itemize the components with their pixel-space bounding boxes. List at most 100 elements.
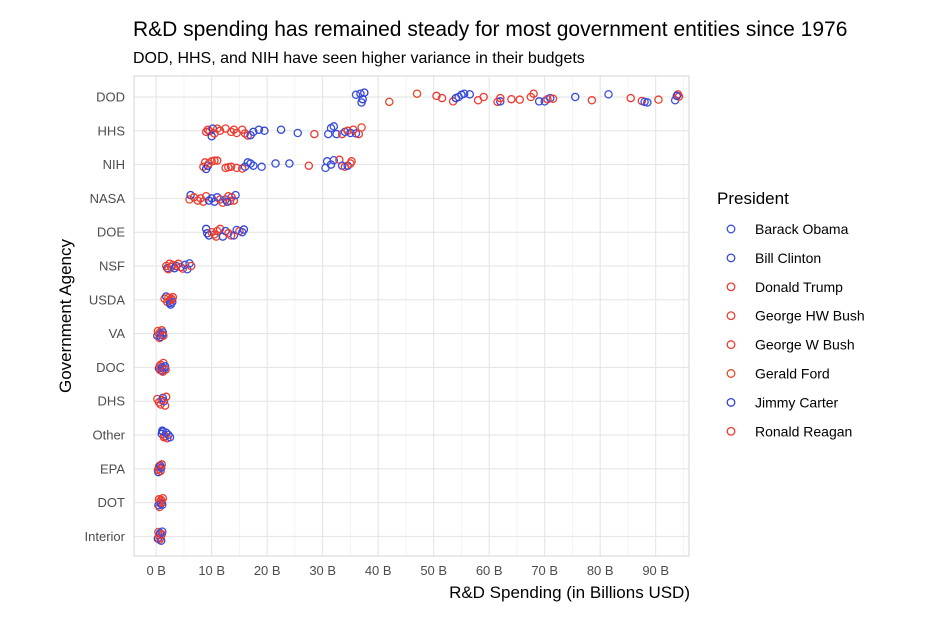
data-point xyxy=(672,91,682,101)
y-tick-label: NIH xyxy=(103,157,125,172)
data-point xyxy=(496,97,505,106)
y-tick-label: NSF xyxy=(99,259,125,274)
y-tick-label: NASA xyxy=(90,191,126,206)
data-point xyxy=(329,155,339,165)
legend-label: Ronald Reagan xyxy=(755,423,852,439)
data-point xyxy=(186,261,196,271)
data-point xyxy=(412,89,422,98)
chart-subtitle: DOD, HHS, and NIH have seen higher varia… xyxy=(133,50,585,67)
data-point xyxy=(249,161,258,170)
data-point xyxy=(496,93,505,103)
data-point xyxy=(459,89,469,98)
x-axis-ticks: 0 B 10 B 20 B 30 B 40 B 50 B 60 B 70 B 80 B 90 B xyxy=(146,563,669,578)
legend-key-marker xyxy=(726,340,736,350)
data-point xyxy=(210,197,219,206)
x-tick-label: 70 B xyxy=(531,563,558,578)
data-point xyxy=(360,88,369,97)
x-tick-label: 80 B xyxy=(587,563,614,578)
data-point xyxy=(326,160,336,169)
data-point xyxy=(347,157,356,166)
data-point xyxy=(168,292,178,302)
data-point xyxy=(158,527,167,536)
data-point xyxy=(158,426,167,435)
data-point xyxy=(212,156,222,165)
legend-key-marker xyxy=(726,397,736,407)
data-point xyxy=(479,92,488,102)
data-point xyxy=(257,162,266,172)
legend-item: George HW Bush xyxy=(726,308,865,324)
data-point xyxy=(201,127,211,137)
data-point xyxy=(159,331,168,341)
legend-item: Barack Obama xyxy=(726,221,849,237)
data-point xyxy=(604,90,613,99)
legend-key-marker xyxy=(726,426,736,436)
x-tick-label: 0 B xyxy=(146,563,166,578)
data-point xyxy=(587,96,597,105)
x-axis-title: R&D Spending (in Billions USD) xyxy=(449,583,690,602)
minor-gridlines xyxy=(183,76,684,556)
y-tick-label: Interior xyxy=(85,529,126,544)
data-point xyxy=(507,94,516,104)
data-point xyxy=(304,161,314,170)
data-point xyxy=(285,159,294,168)
data-points xyxy=(153,88,684,546)
legend-label: George W Bush xyxy=(755,337,855,353)
plot-panel xyxy=(133,75,690,557)
data-point xyxy=(201,191,211,201)
data-point xyxy=(534,97,544,106)
legend-label: Donald Trump xyxy=(755,279,843,295)
data-point xyxy=(160,362,170,371)
data-point xyxy=(385,97,394,107)
y-tick-label: VA xyxy=(109,326,126,341)
legend-label: Barack Obama xyxy=(755,221,849,237)
data-point xyxy=(156,499,165,508)
legend: Barack Obama Bill Clinton Donald Trump Geor… xyxy=(726,221,865,439)
y-tick-label: DOE xyxy=(97,225,126,240)
data-point xyxy=(351,90,361,100)
data-point xyxy=(232,163,241,173)
x-tick-label: 10 B xyxy=(198,563,225,578)
data-point xyxy=(293,128,302,138)
data-point xyxy=(226,162,236,172)
data-point xyxy=(161,392,171,402)
data-point xyxy=(226,231,236,240)
data-point xyxy=(159,396,169,406)
data-point xyxy=(357,123,366,132)
data-point xyxy=(160,401,170,410)
legend-item: Donald Trump xyxy=(726,279,843,295)
data-point xyxy=(158,493,168,503)
legend-label: Gerald Ford xyxy=(755,366,830,382)
legend-key-marker xyxy=(726,224,736,234)
data-point xyxy=(432,91,441,101)
data-point xyxy=(158,328,168,337)
x-tick-label: 30 B xyxy=(309,563,336,578)
data-point xyxy=(271,159,280,168)
x-tick-label: 20 B xyxy=(254,563,281,578)
legend-item: George W Bush xyxy=(726,337,855,353)
data-point xyxy=(165,432,175,442)
x-tick-label: 50 B xyxy=(420,563,447,578)
data-point xyxy=(451,93,461,103)
data-point xyxy=(654,95,663,104)
data-point xyxy=(157,460,166,469)
data-point xyxy=(529,89,538,98)
legend-label: George HW Bush xyxy=(755,308,865,324)
data-point xyxy=(222,197,232,206)
data-point xyxy=(203,125,213,134)
y-tick-label: DOT xyxy=(98,495,126,510)
data-point xyxy=(231,190,240,200)
y-tick-label: EPA xyxy=(100,461,125,476)
chart-title: R&D spending has remained steady for mos… xyxy=(133,18,847,41)
data-point xyxy=(570,92,580,102)
legend-key-marker xyxy=(726,253,736,263)
legend-item: Bill Clinton xyxy=(726,250,821,266)
y-tick-label: USDA xyxy=(89,292,125,307)
data-point xyxy=(437,93,447,103)
y-tick-label: HHS xyxy=(98,123,126,138)
y-axis-ticks: DOD HHS NIH NASA DOE NSF USDA VA DOC DHS Other EPA D… xyxy=(85,90,126,544)
data-point xyxy=(254,125,264,134)
legend-title: President xyxy=(717,189,789,208)
data-point xyxy=(640,97,649,107)
